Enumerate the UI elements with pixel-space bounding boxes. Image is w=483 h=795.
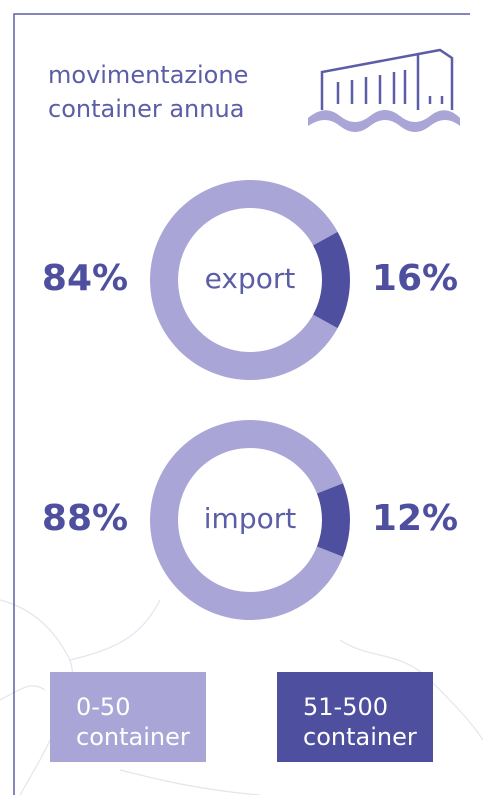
donut-slice [313, 231, 350, 329]
legend-item-large: 51-500 container [277, 672, 433, 762]
donut-slice [316, 483, 350, 557]
donut-slice [150, 180, 338, 380]
legend-label: 51-500 container [303, 693, 417, 751]
frame [13, 13, 470, 795]
container-icon [320, 48, 454, 110]
value-label: 84% [42, 258, 128, 299]
waves [308, 110, 460, 132]
legend-label: 0-50 container [76, 693, 190, 751]
legend-item-small: 0-50 container [50, 672, 206, 762]
donut-center-label: import [204, 502, 296, 535]
value-label: 12% [372, 498, 458, 539]
value-label: 16% [372, 258, 458, 299]
donut-center-label: export [205, 262, 296, 295]
title: movimentazione container annua [48, 61, 249, 123]
value-label: 88% [42, 498, 128, 539]
